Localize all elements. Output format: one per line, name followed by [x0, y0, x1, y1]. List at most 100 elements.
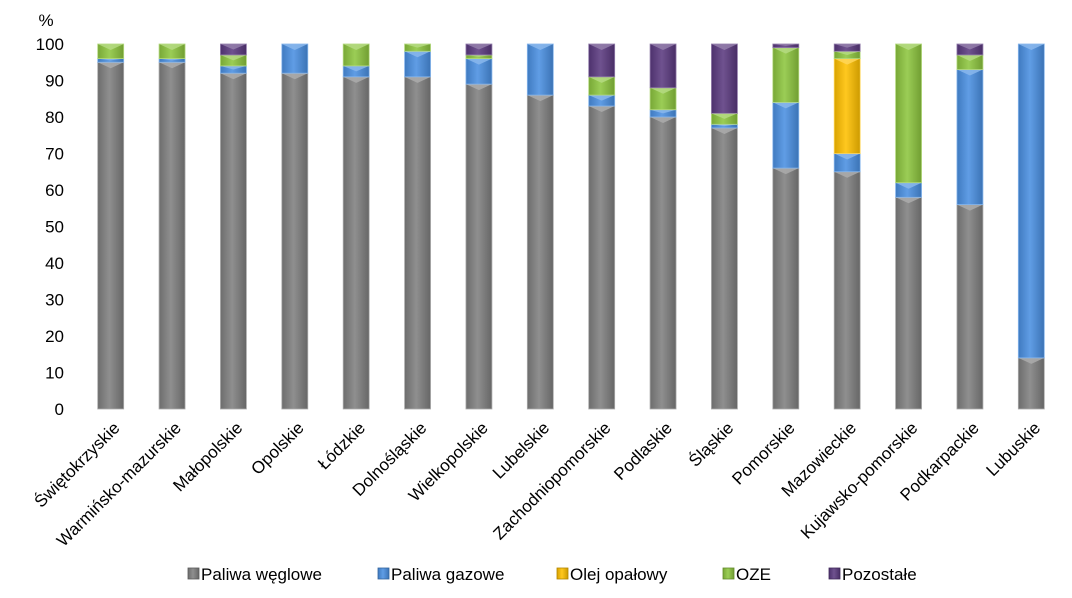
- bar-segment-paliwa-w-glowe: [956, 204, 984, 410]
- bars: [97, 43, 1045, 410]
- legend-label: Olej opałowy: [570, 565, 668, 584]
- bar-stack: [220, 43, 247, 410]
- x-tick-label: Podlaskie: [610, 418, 676, 484]
- y-tick-label: 20: [45, 327, 64, 346]
- bar-segment-oze-bevel: [588, 76, 615, 83]
- bar-stack: [956, 43, 984, 410]
- bar-segment-pozosta-e-bevel: [711, 44, 738, 50]
- bar-segment-paliwa-w-glowe: [220, 72, 247, 410]
- bar-stack: [97, 43, 125, 410]
- bar-segment-pozosta-e-bevel: [772, 44, 799, 46]
- bar-segment-paliwa-w-glowe-bevel: [281, 73, 308, 80]
- bar-segment-pozosta-e-bevel: [956, 44, 983, 50]
- bar-segment-oze-bevel: [956, 54, 983, 61]
- legend-label: Paliwa gazowe: [391, 565, 504, 584]
- y-tick-label: 80: [45, 108, 64, 127]
- legend-item: Paliwa węglowe: [187, 565, 322, 584]
- bar-segment-paliwa-gazowe-bevel: [1018, 44, 1045, 50]
- bar-segment-paliwa-gazowe-bevel: [895, 182, 922, 189]
- bar-segment-paliwa-w-glowe: [97, 61, 125, 410]
- bar-segment-paliwa-w-glowe: [895, 196, 922, 410]
- bar-segment-paliwa-w-glowe: [281, 72, 309, 410]
- legend-item: Pozostałe: [828, 565, 917, 584]
- bar-segment-oze: [772, 47, 800, 103]
- y-axis: 0 10 20 30 40 50 60 70 80 90 100: [36, 35, 64, 419]
- y-tick-label: 10: [45, 364, 64, 383]
- bar-segment-paliwa-w-glowe-bevel: [527, 95, 554, 102]
- bar-segment-paliwa-w-glowe-bevel: [772, 168, 799, 175]
- bar-segment-paliwa-w-glowe-bevel: [97, 62, 124, 69]
- bar-segment-paliwa-gazowe-bevel: [956, 69, 983, 76]
- bar-segment-olej-opa-owy-bevel: [834, 58, 861, 65]
- bar-segment-paliwa-w-glowe: [342, 76, 370, 410]
- legend-swatch: [556, 567, 569, 580]
- legend-label: OZE: [736, 565, 771, 584]
- legend-swatch: [828, 567, 841, 580]
- bar-segment-oze-bevel: [895, 44, 922, 50]
- bar-segment-paliwa-gazowe: [956, 69, 984, 206]
- bar-segment-oze-bevel: [404, 44, 431, 48]
- bar-segment-paliwa-w-glowe-bevel: [1018, 357, 1045, 364]
- bar-stack: [833, 43, 861, 410]
- bar-segment-oze-bevel: [159, 44, 186, 50]
- bar-stack: [588, 43, 616, 410]
- x-tick-label: Lubuskie: [983, 418, 1045, 480]
- bar-segment-paliwa-gazowe-bevel: [772, 102, 799, 109]
- bar-segment-paliwa-w-glowe: [158, 61, 186, 410]
- bar-segment-paliwa-gazowe-bevel: [527, 44, 554, 50]
- bar-segment-paliwa-w-glowe: [711, 127, 738, 410]
- bar-stack: [158, 43, 186, 410]
- bar-segment-paliwa-gazowe-bevel: [159, 58, 186, 61]
- legend: Paliwa węglowe Paliwa gazowe Olej opałowy O…: [187, 565, 917, 584]
- bar-segment-paliwa-w-glowe-bevel: [956, 204, 983, 211]
- bar-segment-pozosta-e-bevel: [834, 44, 861, 48]
- bar-segment-oze-bevel: [343, 44, 370, 50]
- bar-segment-paliwa-gazowe-bevel: [650, 109, 677, 114]
- bar-segment-oze-bevel: [772, 47, 799, 54]
- bar-stack: [465, 43, 493, 410]
- bar-stack: [649, 43, 677, 410]
- legend-item: Olej opałowy: [556, 565, 668, 584]
- bar-segment-pozosta-e-bevel: [588, 44, 615, 50]
- bar-segment-paliwa-w-glowe-bevel: [834, 171, 861, 178]
- x-tick-label: Łódzkie: [314, 418, 369, 473]
- y-axis-unit-label: %: [38, 11, 53, 30]
- bar-segment-paliwa-w-glowe-bevel: [220, 73, 247, 80]
- x-tick-label: Opolskie: [247, 418, 307, 478]
- y-tick-label: 60: [45, 181, 64, 200]
- bar-segment-oze-bevel: [220, 54, 247, 61]
- bar-segment-paliwa-w-glowe-bevel: [343, 76, 370, 83]
- y-tick-label: 70: [45, 145, 64, 164]
- bar-segment-pozosta-e: [649, 43, 677, 89]
- bar-stack: [772, 43, 800, 410]
- legend-swatch: [377, 567, 390, 580]
- y-tick-label: 0: [55, 400, 64, 419]
- bar-segment-paliwa-gazowe-bevel: [281, 44, 308, 50]
- bar-stack: [1017, 43, 1045, 410]
- bar-segment-oze-bevel: [97, 44, 124, 50]
- bar-segment-paliwa-w-glowe-bevel: [465, 84, 492, 91]
- bar-segment-paliwa-w-glowe-bevel: [404, 76, 431, 83]
- y-tick-label: 40: [45, 254, 64, 273]
- x-axis: ŚwiętokrzyskieWarmińsko-mazurskieMałopol…: [31, 418, 1045, 550]
- bar-segment-oze-bevel: [650, 87, 677, 94]
- bar-segment-paliwa-gazowe: [1017, 43, 1045, 359]
- y-tick-label: 30: [45, 291, 64, 310]
- bar-segment-paliwa-w-glowe: [1017, 357, 1045, 410]
- bar-segment-paliwa-w-glowe: [833, 171, 861, 410]
- bar-segment-paliwa-gazowe-bevel: [97, 58, 124, 61]
- y-tick-label: 90: [45, 72, 64, 91]
- bar-segment-oze-bevel: [834, 51, 861, 55]
- bar-segment-paliwa-gazowe-bevel: [588, 95, 615, 101]
- bar-segment-paliwa-w-glowe: [588, 105, 616, 410]
- legend-item: Paliwa gazowe: [377, 565, 504, 584]
- bar-segment-pozosta-e-bevel: [465, 44, 492, 50]
- bar-segment-paliwa-gazowe: [526, 43, 554, 96]
- bar-segment-pozosta-e: [711, 43, 738, 114]
- x-tick-label: Lubelskie: [489, 418, 553, 482]
- bar-segment-paliwa-w-glowe-bevel: [588, 106, 615, 113]
- bar-stack: [342, 43, 370, 410]
- bar-segment-paliwa-w-glowe-bevel: [650, 117, 677, 123]
